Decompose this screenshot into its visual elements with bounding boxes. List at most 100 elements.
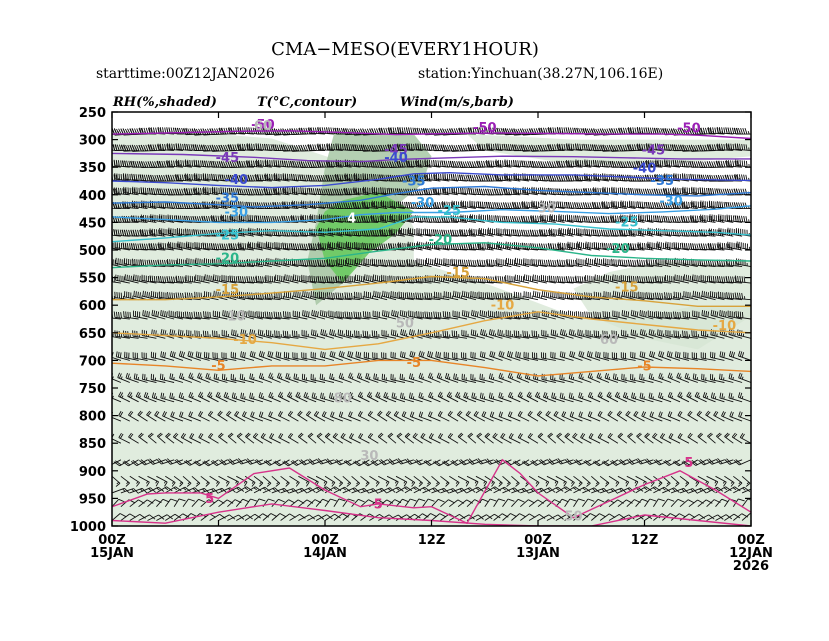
wind-barb	[511, 513, 526, 521]
wind-barb	[221, 274, 237, 284]
wind-barb	[132, 352, 148, 361]
wind-barb	[266, 329, 281, 339]
wind-barb	[680, 215, 698, 223]
wind-barb	[413, 486, 431, 494]
wind-barb	[149, 228, 166, 237]
wind-barb	[405, 174, 423, 182]
wind-barb	[244, 475, 256, 487]
wind-barb	[527, 410, 539, 422]
wind-barb	[531, 330, 547, 339]
wind-barb	[458, 144, 476, 152]
wind-barb	[502, 498, 515, 507]
temperature-contour-line	[112, 205, 751, 224]
wind-barb	[493, 486, 511, 494]
x-tick-label: 15JAN	[90, 546, 134, 561]
wind-barb	[386, 486, 404, 494]
wind-barb	[371, 200, 388, 210]
wind-barb	[565, 174, 583, 182]
wind-barb	[301, 329, 317, 339]
y-tick-label: 450	[79, 216, 106, 231]
wind-barb	[315, 498, 330, 507]
wind-barb	[338, 392, 352, 403]
wind-barb	[527, 432, 539, 444]
wind-barb	[451, 200, 468, 210]
wind-barb	[348, 391, 361, 403]
wind-barb	[282, 311, 299, 320]
x-tick-label: 00Z	[737, 533, 765, 548]
wind-barb	[565, 276, 583, 284]
wind-barb	[496, 258, 512, 268]
wind-barb	[539, 259, 556, 268]
wind-barb	[112, 475, 121, 487]
wind-barb	[433, 291, 450, 301]
wind-barb	[688, 128, 707, 135]
wind-barb	[700, 352, 716, 361]
wind-barb	[191, 475, 201, 487]
wind-barb	[441, 215, 459, 223]
wind-barb	[255, 275, 272, 284]
wind-barb	[408, 392, 423, 403]
wind-barb	[505, 329, 521, 339]
wind-barb	[200, 499, 216, 508]
wind-barb	[258, 411, 272, 422]
wind-barb	[287, 432, 299, 444]
wind-barb	[159, 227, 175, 237]
rh-contour-label: 10	[227, 310, 245, 325]
wind-barb	[551, 392, 565, 403]
wind-barb	[700, 214, 716, 223]
wind-barb	[246, 160, 263, 168]
wind-barb	[470, 291, 485, 301]
wind-barb	[630, 291, 645, 301]
wind-barb	[715, 475, 727, 487]
temperature-contour-label: -40	[225, 173, 249, 188]
wind-barb	[182, 475, 192, 487]
wind-barb	[628, 275, 645, 284]
wind-barb	[308, 242, 326, 251]
wind-barb	[324, 432, 335, 444]
wind-barb	[450, 229, 468, 237]
wind-barb	[708, 275, 725, 284]
rh-contour-labels: 60 50 10 30 80 60 50 30 4	[227, 119, 618, 524]
wind-barb	[141, 352, 157, 361]
wind-barb	[498, 372, 512, 383]
wind-barb	[236, 160, 255, 168]
y-tick-label: 700	[79, 354, 106, 369]
wind-barb	[244, 486, 262, 494]
wind-barb	[617, 475, 630, 487]
wind-barb	[523, 274, 539, 284]
wind-barb	[244, 498, 257, 507]
wind-barb	[473, 410, 486, 422]
wind-barb	[355, 257, 370, 268]
wind-barb	[290, 215, 308, 223]
wind-barb	[546, 514, 564, 521]
wind-barb	[178, 372, 193, 383]
wind-barb	[399, 373, 414, 383]
wind-barb	[514, 274, 530, 284]
wind-barb	[157, 143, 175, 152]
wind-barb	[298, 144, 317, 152]
wind-barb	[677, 410, 690, 422]
wind-barb	[230, 291, 246, 301]
wind-barb	[709, 373, 725, 383]
wind-barb	[124, 351, 139, 361]
wind-barb	[590, 498, 605, 508]
wind-barb	[665, 329, 681, 339]
wind-barb	[240, 329, 255, 339]
wind-barb	[338, 411, 352, 422]
wind-barb	[283, 186, 299, 196]
wind-barb	[750, 519, 751, 521]
wind-barb	[366, 391, 379, 403]
wind-barb	[647, 310, 663, 320]
wind-barb	[715, 514, 733, 521]
wind-barb	[479, 351, 494, 361]
wind-barb	[618, 243, 636, 251]
wind-barb	[264, 173, 281, 182]
wind-barb	[428, 432, 441, 444]
wind-barb	[252, 432, 264, 444]
wind-barb	[231, 392, 246, 403]
wind-barb	[670, 513, 686, 521]
wind-barb	[725, 275, 743, 284]
wind-barb	[310, 214, 326, 223]
wind-barb	[307, 514, 325, 521]
